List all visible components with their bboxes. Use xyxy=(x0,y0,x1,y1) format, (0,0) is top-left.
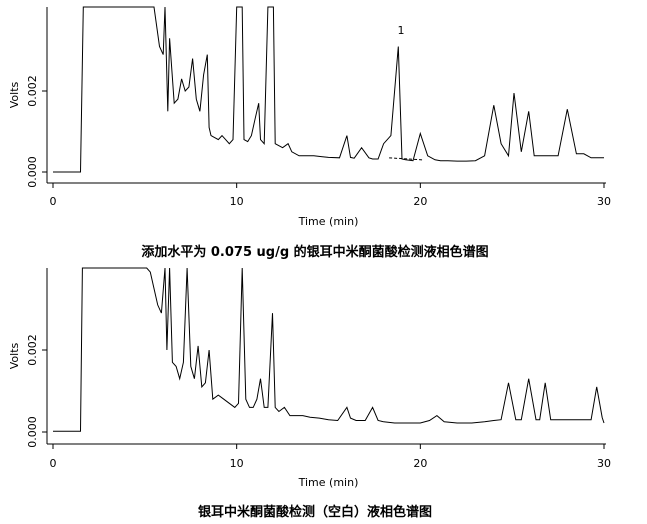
x-axis-label: Time (min) xyxy=(298,215,359,228)
chart-caption: 添加水平为 0.075 ug/g 的银耳中米酮菌酸检测液相色谱图 xyxy=(141,244,488,260)
x-tick-label: 20 xyxy=(413,195,427,208)
y-axis-label: Volts xyxy=(8,342,21,369)
x-tick-label: 10 xyxy=(230,195,244,208)
integration-baseline xyxy=(389,157,423,161)
y-tick-label: 0.000 xyxy=(26,416,39,448)
x-axis-label: Time (min) xyxy=(298,476,359,489)
x-tick-label: 20 xyxy=(413,457,427,470)
x-tick-label: 30 xyxy=(597,457,611,470)
chart-caption: 银耳中米酮菌酸检测（空白）液相色谱图 xyxy=(198,504,432,520)
x-tick-label: 0 xyxy=(50,457,57,470)
y-tick-label: 0.000 xyxy=(26,156,39,188)
chart-panel-spiked: 0 10 20 30 0.000 0.002 Volts Time (min) 1 添加水… xyxy=(8,6,611,260)
x-tick-label: 30 xyxy=(597,195,611,208)
y-tick-label: 0.002 xyxy=(26,75,39,107)
y-axis-label: Volts xyxy=(8,81,21,108)
x-tick-label: 0 xyxy=(50,195,57,208)
x-tick-label: 10 xyxy=(230,457,244,470)
chromatogram-trace xyxy=(53,267,605,432)
chart-panel-blank: 0 10 20 30 0.000 0.002 Volts Time (min) 银耳中米酮… xyxy=(8,267,611,520)
peak-label: 1 xyxy=(397,24,404,37)
chromatogram-trace xyxy=(53,6,604,173)
y-tick-label: 0.002 xyxy=(26,334,39,366)
